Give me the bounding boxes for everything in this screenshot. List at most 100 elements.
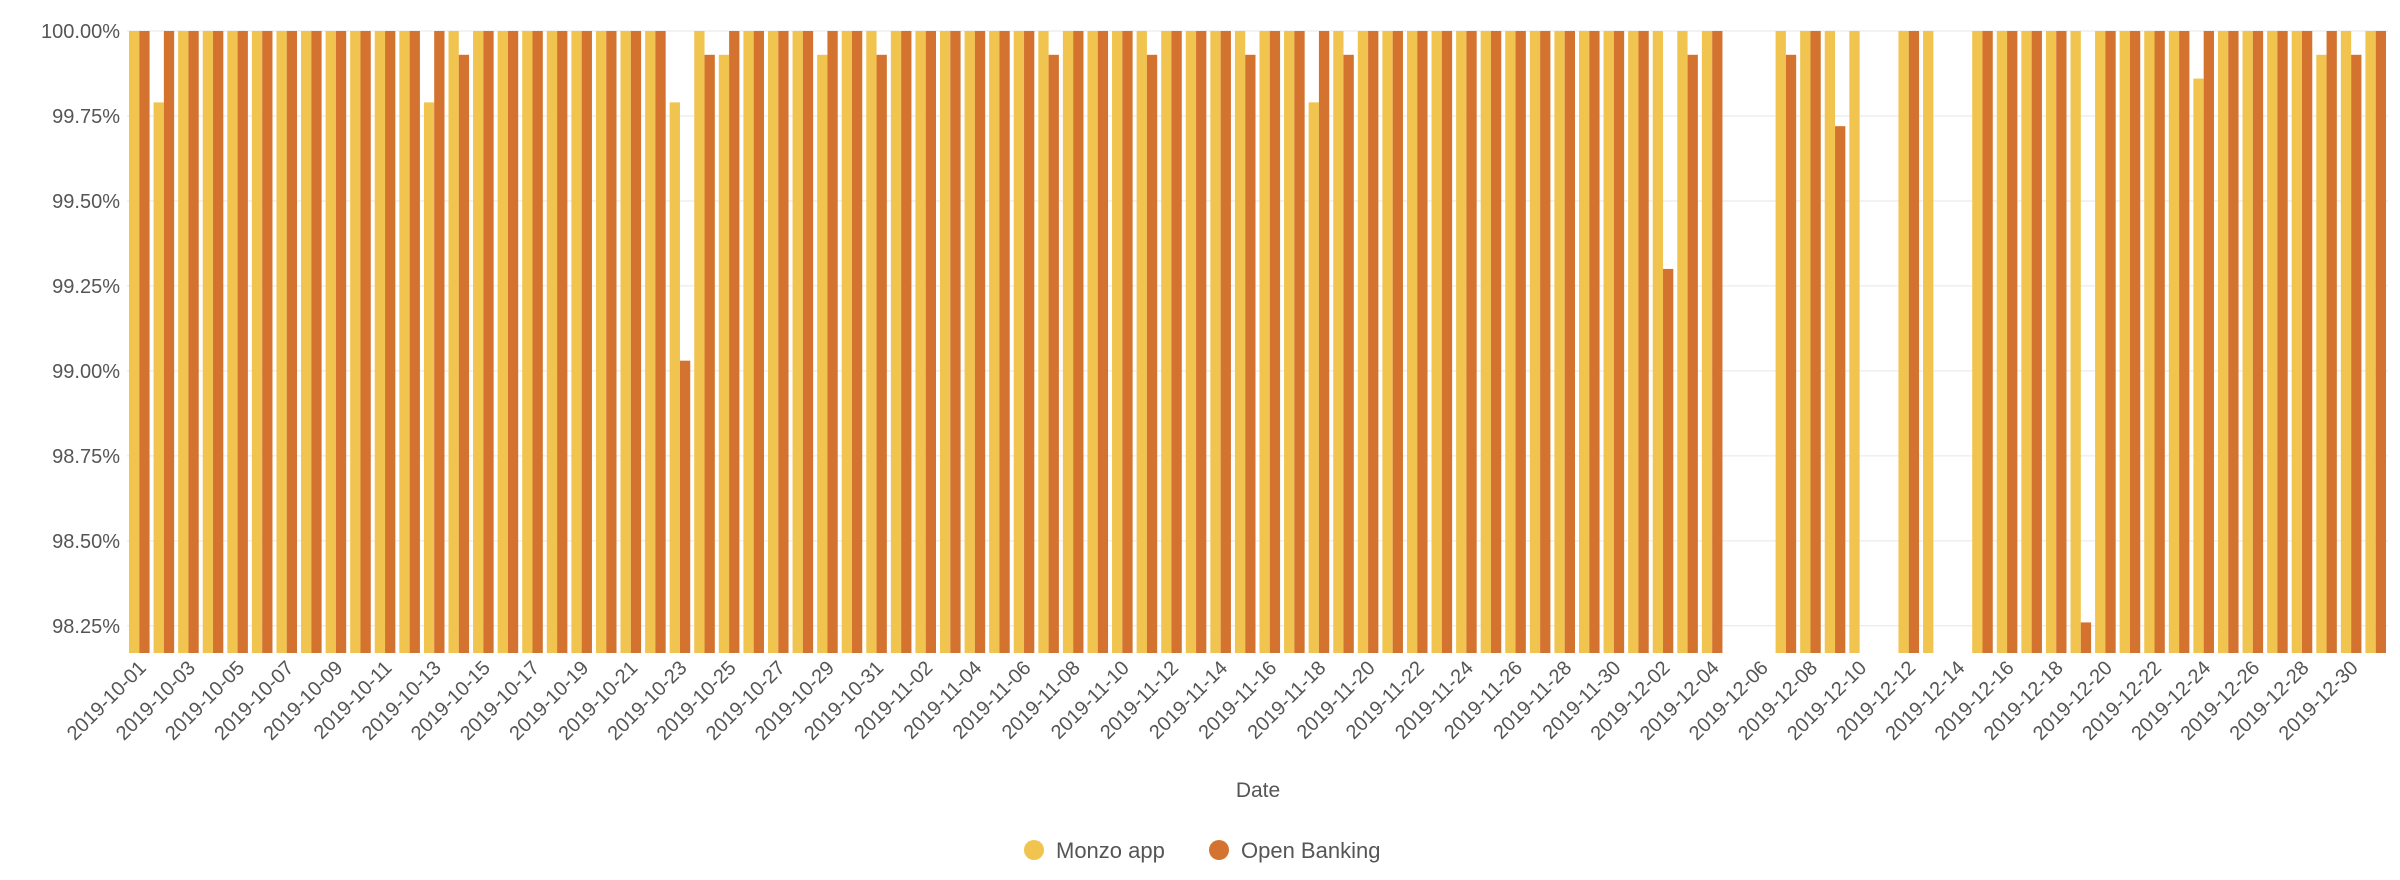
bar-open-banking[interactable] [876,54,887,654]
bar-open-banking[interactable] [679,360,691,653]
bar-monzo-app[interactable] [1529,31,1541,653]
bar-open-banking[interactable] [1171,31,1182,653]
bar-monzo-app[interactable] [669,102,680,653]
bar-open-banking[interactable] [1712,31,1723,653]
bar-open-banking[interactable] [1835,126,1846,654]
bar-open-banking[interactable] [1466,31,1477,653]
bar-monzo-app[interactable] [571,31,582,653]
bar-monzo-app[interactable] [1972,31,1983,653]
bar-open-banking[interactable] [778,31,789,653]
bar-open-banking[interactable] [1982,31,1993,653]
bar-open-banking[interactable] [950,31,961,653]
bar-open-banking[interactable] [1392,31,1403,653]
bar-open-banking[interactable] [974,31,986,653]
bar-open-banking[interactable] [1269,31,1281,653]
bar-monzo-app[interactable] [1210,31,1221,653]
bar-open-banking[interactable] [360,31,371,653]
bar-open-banking[interactable] [2007,31,2018,653]
bar-open-banking[interactable] [2203,31,2214,653]
bar-open-banking[interactable] [1122,31,1133,653]
bar-open-banking[interactable] [2154,31,2165,653]
bar-monzo-app[interactable] [1775,31,1786,653]
bar-open-banking[interactable] [1540,31,1551,653]
bar-monzo-app[interactable] [2316,54,2327,654]
bar-monzo-app[interactable] [276,31,287,653]
bar-open-banking[interactable] [581,31,592,653]
bar-open-banking[interactable] [1146,54,1158,654]
bar-monzo-app[interactable] [1112,31,1123,653]
bar-open-banking[interactable] [458,54,470,654]
bar-open-banking[interactable] [1687,54,1698,654]
bar-monzo-app[interactable] [1013,31,1025,653]
bar-monzo-app[interactable] [1480,31,1491,653]
bar-open-banking[interactable] [1417,31,1428,653]
bar-open-banking[interactable] [2351,54,2362,654]
bar-open-banking[interactable] [1908,31,1920,653]
legend-item[interactable]: Open Banking [1209,838,1380,863]
bar-open-banking[interactable] [1024,31,1035,653]
bar-open-banking[interactable] [237,31,248,653]
bar-monzo-app[interactable] [1087,31,1098,653]
bar-monzo-app[interactable] [1038,31,1049,653]
bar-monzo-app[interactable] [645,31,656,653]
bar-monzo-app[interactable] [620,31,631,653]
bar-monzo-app[interactable] [301,31,312,653]
bar-monzo-app[interactable] [890,31,902,653]
bar-monzo-app[interactable] [1628,31,1639,653]
bar-monzo-app[interactable] [423,102,435,653]
bar-monzo-app[interactable] [1554,31,1565,653]
bar-monzo-app[interactable] [1259,31,1270,653]
bar-monzo-app[interactable] [497,31,508,653]
bar-open-banking[interactable] [507,31,519,653]
bar-open-banking[interactable] [434,31,445,653]
bar-open-banking[interactable] [753,31,764,653]
bar-monzo-app[interactable] [399,31,410,653]
bar-monzo-app[interactable] [178,31,189,653]
bar-open-banking[interactable] [2228,31,2239,653]
bar-monzo-app[interactable] [350,31,361,653]
bar-open-banking[interactable] [2105,31,2116,653]
bar-monzo-app[interactable] [718,54,730,654]
bar-monzo-app[interactable] [743,31,754,653]
bar-open-banking[interactable] [704,54,715,654]
bar-open-banking[interactable] [1564,31,1575,653]
bar-monzo-app[interactable] [2365,31,2376,653]
bar-monzo-app[interactable] [2340,31,2352,653]
bar-open-banking[interactable] [802,31,814,653]
bar-open-banking[interactable] [925,31,937,653]
bar-open-banking[interactable] [1589,31,1600,653]
bar-open-banking[interactable] [2031,31,2042,653]
bar-open-banking[interactable] [999,31,1010,653]
bar-open-banking[interactable] [1441,31,1453,653]
bar-open-banking[interactable] [483,31,494,653]
bar-open-banking[interactable] [1220,31,1231,653]
bar-open-banking[interactable] [1245,54,1256,654]
bar-open-banking[interactable] [139,31,150,653]
bar-monzo-app[interactable] [2070,31,2081,653]
bar-open-banking[interactable] [630,31,642,653]
bar-open-banking[interactable] [163,31,175,653]
bar-open-banking[interactable] [1785,54,1797,654]
bar-open-banking[interactable] [1343,54,1354,654]
legend-item[interactable]: Monzo app [1024,838,1165,863]
bar-monzo-app[interactable] [153,102,164,653]
bar-open-banking[interactable] [655,31,666,653]
bar-monzo-app[interactable] [374,31,386,653]
bar-monzo-app[interactable] [1505,31,1516,653]
bar-monzo-app[interactable] [522,31,533,653]
bar-open-banking[interactable] [1515,31,1526,653]
bar-open-banking[interactable] [385,31,396,653]
bar-monzo-app[interactable] [989,31,1000,653]
bar-monzo-app[interactable] [964,31,975,653]
bar-open-banking[interactable] [2080,622,2092,653]
bar-open-banking[interactable] [311,31,322,653]
bar-monzo-app[interactable] [1382,31,1393,653]
bar-open-banking[interactable] [827,31,838,653]
bar-open-banking[interactable] [1294,31,1305,653]
bar-monzo-app[interactable] [1849,31,1860,653]
bar-monzo-app[interactable] [2119,31,2130,653]
bar-open-banking[interactable] [1368,31,1379,653]
bar-open-banking[interactable] [1048,54,1059,654]
bar-monzo-app[interactable] [2193,78,2204,653]
bar-open-banking[interactable] [213,31,224,653]
